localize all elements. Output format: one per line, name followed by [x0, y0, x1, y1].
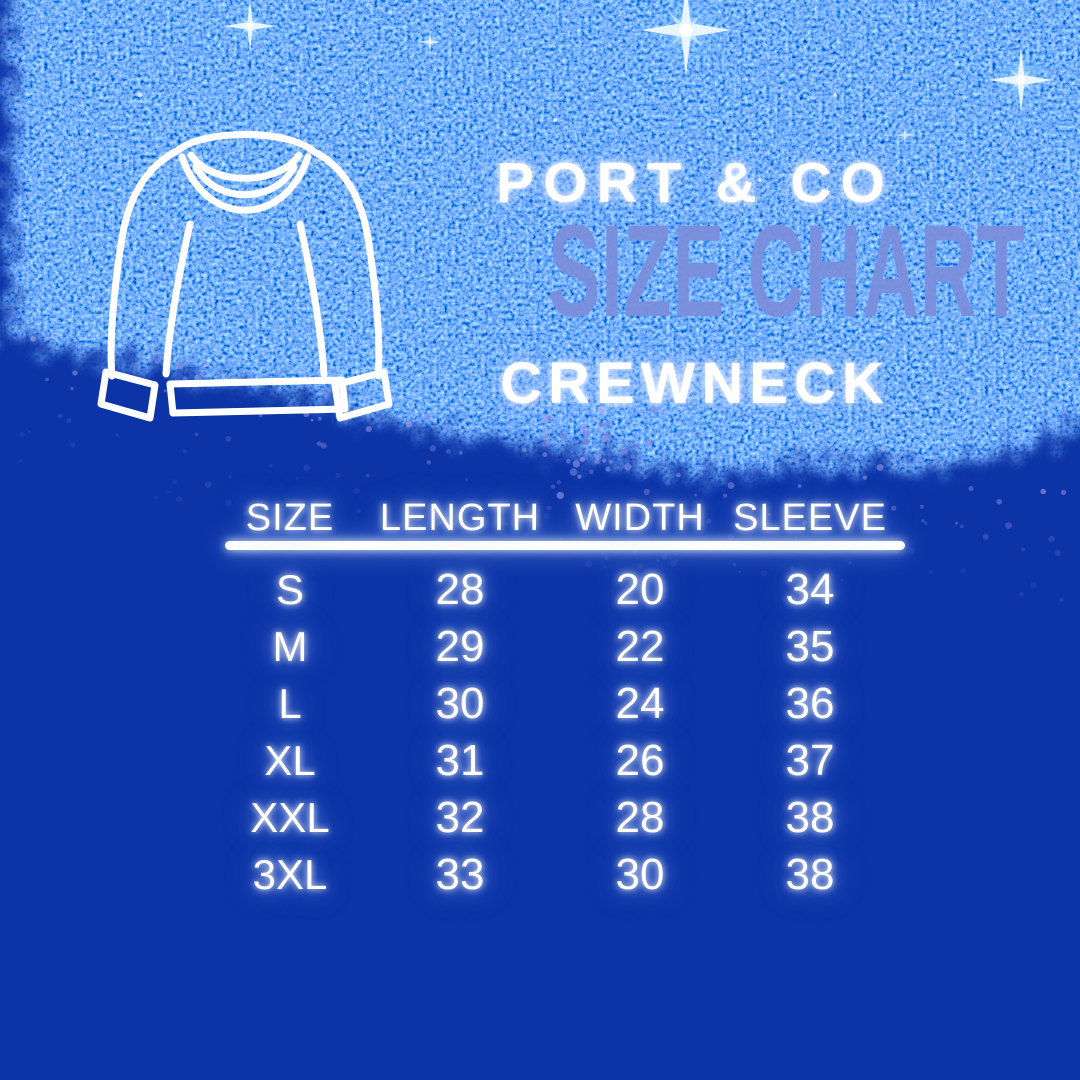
table-row: M 29 22 35 [225, 618, 905, 675]
table-cell: 38 [785, 792, 835, 842]
table-cell: S [275, 565, 304, 613]
column-header-length: LENGTH [379, 497, 541, 539]
table-cell: XXL [250, 793, 330, 841]
table-cell: 22 [615, 621, 665, 671]
table-cell: 32 [435, 792, 485, 842]
table-cell: 36 [785, 678, 835, 728]
table-row: L 30 24 36 [225, 675, 905, 732]
table-cell: M [272, 622, 308, 670]
table-cell: 20 [615, 564, 665, 614]
poster-title: SIZE CHART [548, 197, 1026, 344]
table-row: S 28 20 34 [225, 561, 905, 618]
table-cell: 29 [435, 621, 485, 671]
crewneck-sweater-icon [97, 131, 393, 422]
brand-name: PORT & CO [496, 151, 894, 215]
size-table: SIZE LENGTH WIDTH SLEEVE S 28 20 34 M 29 22 35 L… [225, 496, 905, 903]
table-cell: 30 [615, 849, 665, 899]
table-cell: 38 [785, 849, 835, 899]
header-divider-line [225, 541, 905, 550]
table-row: XXL 32 28 38 [225, 789, 905, 846]
table-row: XL 31 26 37 [225, 732, 905, 789]
table-cell: 35 [785, 621, 835, 671]
size-table-body: S 28 20 34 M 29 22 35 L 30 24 36 XL 31 26 37 XXL 32 28 38 3X… [225, 550, 905, 903]
table-cell: 37 [785, 735, 835, 785]
table-header-row: SIZE LENGTH WIDTH SLEEVE [225, 496, 905, 541]
table-cell: XL [264, 736, 316, 784]
table-cell: L [278, 679, 302, 727]
table-cell: 24 [615, 678, 665, 728]
column-header-width: WIDTH [575, 497, 705, 539]
table-cell: 28 [435, 564, 485, 614]
table-cell: 3XL [252, 850, 328, 898]
table-cell: 30 [435, 678, 485, 728]
table-cell: 34 [785, 564, 835, 614]
column-header-size: SIZE [245, 497, 335, 539]
table-cell: 28 [615, 792, 665, 842]
table-cell: 31 [435, 735, 485, 785]
table-cell: 26 [615, 735, 665, 785]
column-header-sleeve: SLEEVE [733, 497, 887, 539]
table-row: 3XL 33 30 38 [225, 846, 905, 903]
table-cell: 33 [435, 849, 485, 899]
product-name: CREWNECK [500, 351, 890, 416]
